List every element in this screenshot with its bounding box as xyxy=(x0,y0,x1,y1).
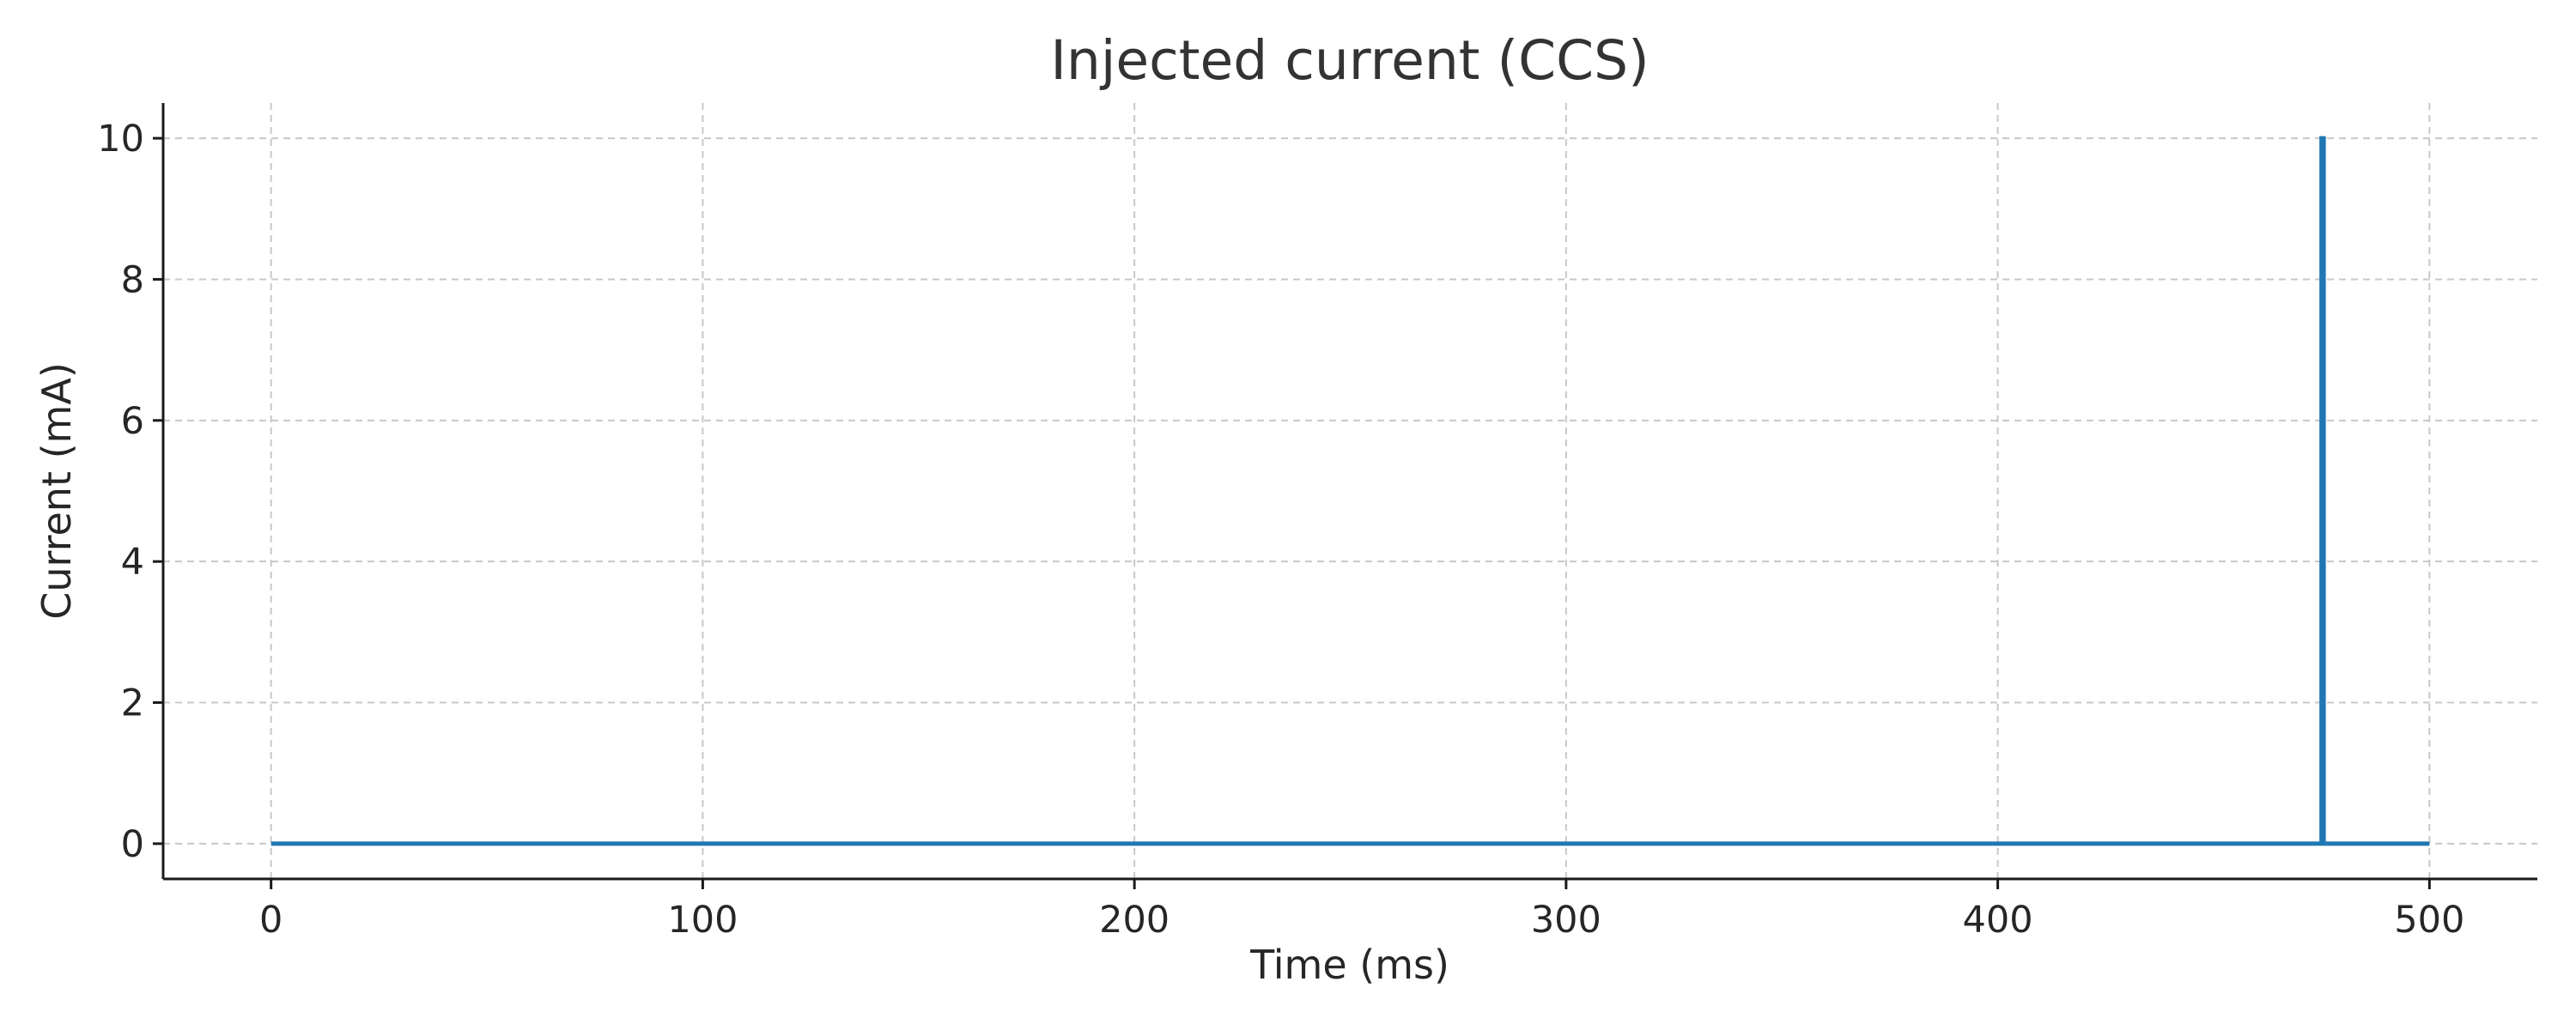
chart-title: Injected current (CCS) xyxy=(1050,29,1649,92)
y-tick-label: 6 xyxy=(121,400,144,443)
x-axis-label: Time (ms) xyxy=(1249,942,1449,988)
y-axis-label: Current (mA) xyxy=(33,362,80,620)
series-line xyxy=(270,136,2430,846)
x-ticks: 0 100 200 300 400 500 xyxy=(259,879,2464,942)
x-tick-label: 200 xyxy=(1099,899,1170,942)
y-tick-label: 10 xyxy=(97,118,144,161)
y-tick-label: 2 xyxy=(121,682,144,725)
x-tick-label: 0 xyxy=(259,899,283,942)
y-tick-label: 4 xyxy=(121,541,144,584)
grid xyxy=(163,103,2537,879)
series-layer xyxy=(270,136,2430,846)
x-tick-label: 400 xyxy=(1963,899,2033,942)
x-tick-label: 500 xyxy=(2394,899,2464,942)
x-tick-label: 300 xyxy=(1531,899,1601,942)
y-tick-label: 0 xyxy=(121,823,144,866)
y-ticks: 0 2 4 6 8 10 xyxy=(97,118,163,866)
axes xyxy=(161,103,2537,881)
y-tick-label: 8 xyxy=(121,258,144,301)
x-tick-label: 100 xyxy=(667,899,738,942)
